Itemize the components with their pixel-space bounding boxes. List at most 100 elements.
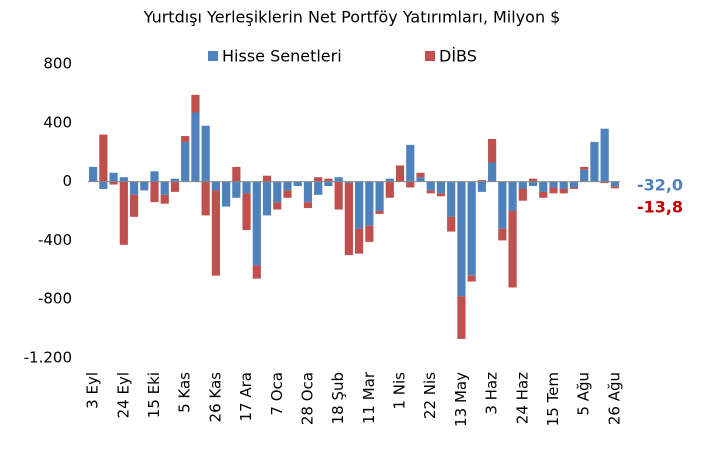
bar <box>467 181 476 276</box>
x-tick-label: 5 Ağu <box>575 372 593 416</box>
bar <box>324 181 333 187</box>
bar <box>283 190 292 198</box>
bar <box>99 134 108 182</box>
bar <box>549 187 558 194</box>
bar <box>201 181 210 216</box>
bar <box>488 162 497 182</box>
bar <box>559 181 568 189</box>
legend-label: DİBS <box>439 47 477 66</box>
x-tick-label: 24 Haz <box>513 372 531 424</box>
x-tick-label: 26 Ağu <box>605 372 623 425</box>
legend-label: Hisse Senetleri <box>222 47 342 66</box>
bar <box>385 181 394 198</box>
y-tick-label: -1.200 <box>24 349 72 367</box>
bar <box>303 202 313 209</box>
bar <box>457 181 466 297</box>
bar <box>191 112 200 182</box>
legend-swatch <box>425 51 435 61</box>
bar <box>395 165 405 182</box>
bar <box>232 181 241 198</box>
bar <box>406 181 415 188</box>
bar <box>181 136 190 142</box>
bar <box>293 181 302 187</box>
bar <box>99 181 108 189</box>
bar <box>457 296 466 339</box>
bar <box>549 181 558 188</box>
bar <box>150 171 159 182</box>
bar <box>324 178 333 182</box>
x-tick-label: 3 Eyl <box>84 372 102 409</box>
y-tick-label: 800 <box>43 55 72 73</box>
x-tick-label: 11 Mar <box>360 371 378 424</box>
bar <box>580 169 589 182</box>
bar <box>222 181 231 207</box>
bar <box>508 211 517 288</box>
bar <box>447 181 456 217</box>
bar <box>355 181 364 229</box>
bar <box>416 177 425 182</box>
bar <box>416 172 425 178</box>
x-tick-label: 1 Nis <box>391 372 409 410</box>
bar <box>334 181 343 210</box>
x-tick-label: 13 May <box>452 372 470 427</box>
legend-swatch <box>208 51 218 61</box>
bar <box>528 178 538 182</box>
chart-title: Yurtdışı Yerleşiklerin Net Portföy Yatır… <box>143 8 561 27</box>
bar <box>539 191 548 198</box>
bar <box>344 183 353 256</box>
bar <box>600 181 609 184</box>
bar <box>242 181 251 194</box>
bar <box>355 228 364 254</box>
bar <box>518 181 527 189</box>
bar <box>498 228 507 241</box>
bar <box>559 188 568 194</box>
bar <box>539 181 548 192</box>
bar <box>385 178 394 182</box>
x-tick-label: 26 Kas <box>206 372 224 423</box>
bar <box>344 181 353 184</box>
bar <box>140 181 149 191</box>
bar <box>447 216 456 232</box>
bar <box>273 202 282 210</box>
bar <box>252 265 261 279</box>
bar <box>303 181 313 203</box>
bar <box>600 128 609 182</box>
x-tick-label: 28 Oca <box>298 372 316 425</box>
bar <box>477 180 486 182</box>
bar <box>119 181 128 245</box>
bar <box>242 193 251 231</box>
y-tick-label: 400 <box>43 113 72 131</box>
bar <box>262 181 272 216</box>
bar <box>375 181 384 211</box>
x-tick-label: 7 Oca <box>268 372 286 416</box>
x-tick-label: 3 Haz <box>483 372 501 415</box>
y-tick-label: 0 <box>62 172 72 190</box>
bar <box>170 178 180 182</box>
bar <box>590 141 599 182</box>
bar <box>191 94 200 113</box>
x-tick-label: 22 Nis <box>421 372 439 419</box>
bar <box>314 181 323 195</box>
bar <box>89 166 98 182</box>
x-tick-label: 5 Kas <box>176 372 194 413</box>
bar <box>436 181 446 194</box>
bar <box>129 181 139 195</box>
bar <box>334 177 343 182</box>
annotation: -32,0 <box>637 176 683 195</box>
bar <box>232 166 241 182</box>
bar <box>109 181 118 185</box>
bar <box>375 211 384 214</box>
bar <box>283 181 292 191</box>
bar <box>477 181 486 192</box>
bar <box>580 166 589 170</box>
bar <box>467 275 476 282</box>
bar <box>160 181 169 195</box>
y-tick-label: -800 <box>38 290 72 308</box>
bar <box>211 190 220 276</box>
x-tick-label: 15 Eki <box>145 372 163 418</box>
y-tick-label: -400 <box>38 231 72 249</box>
bar <box>109 172 118 182</box>
bar <box>365 225 374 242</box>
x-tick-label: 18 Şub <box>329 372 347 424</box>
bar <box>365 181 374 226</box>
